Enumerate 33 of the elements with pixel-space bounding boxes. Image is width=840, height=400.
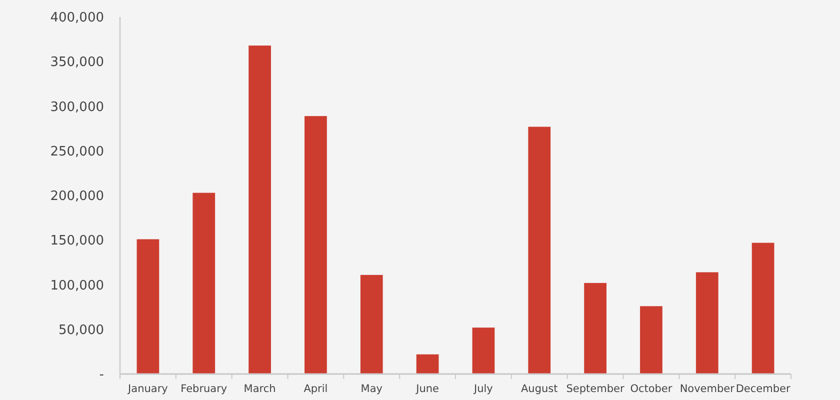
x-tick-label: August xyxy=(521,383,558,395)
y-tick-label: 50,000 xyxy=(58,322,104,338)
y-tick-label: - xyxy=(99,368,104,383)
bar xyxy=(528,126,551,374)
y-tick-label: 300,000 xyxy=(50,100,104,115)
x-tick-label: May xyxy=(360,383,382,395)
y-tick-label: 250,000 xyxy=(50,144,104,160)
x-tick-label: October xyxy=(630,383,673,395)
bar xyxy=(416,354,439,374)
bar xyxy=(752,242,774,374)
bar xyxy=(192,192,216,374)
y-tick-label: 200,000 xyxy=(50,189,104,204)
x-tick-label: November xyxy=(680,383,736,395)
x-tick-label: March xyxy=(244,383,276,395)
bar xyxy=(304,116,327,374)
x-tick-label: April xyxy=(304,383,328,395)
x-tick-label: July xyxy=(473,383,493,395)
x-tick-label: June xyxy=(415,383,439,395)
x-tick-label: September xyxy=(566,383,625,395)
bar xyxy=(472,328,495,374)
y-tick-label: 350,000 xyxy=(50,55,104,70)
bar xyxy=(248,46,271,374)
bar xyxy=(640,306,662,374)
bar xyxy=(584,282,606,374)
bar xyxy=(696,272,718,374)
bar xyxy=(136,239,160,374)
y-tick-label: 150,000 xyxy=(50,234,104,249)
y-tick-label: 100,000 xyxy=(50,278,104,294)
x-tick-label: February xyxy=(180,383,228,395)
x-tick-label: January xyxy=(127,383,168,395)
y-tick-label: 400,000 xyxy=(50,10,104,26)
x-tick-label: December xyxy=(736,383,791,395)
bar xyxy=(360,274,383,374)
